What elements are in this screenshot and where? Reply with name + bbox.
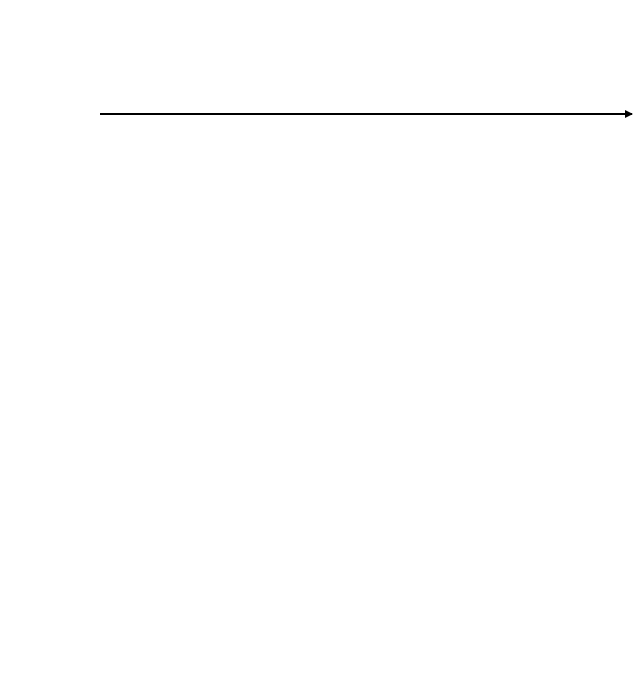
panel-a-x-axis-arrow	[100, 109, 633, 118]
panel-a-y-axis	[2, 36, 18, 110]
panel-a	[0, 0, 637, 128]
panel-b	[0, 128, 637, 686]
panel-a-x-axis	[58, 106, 634, 122]
